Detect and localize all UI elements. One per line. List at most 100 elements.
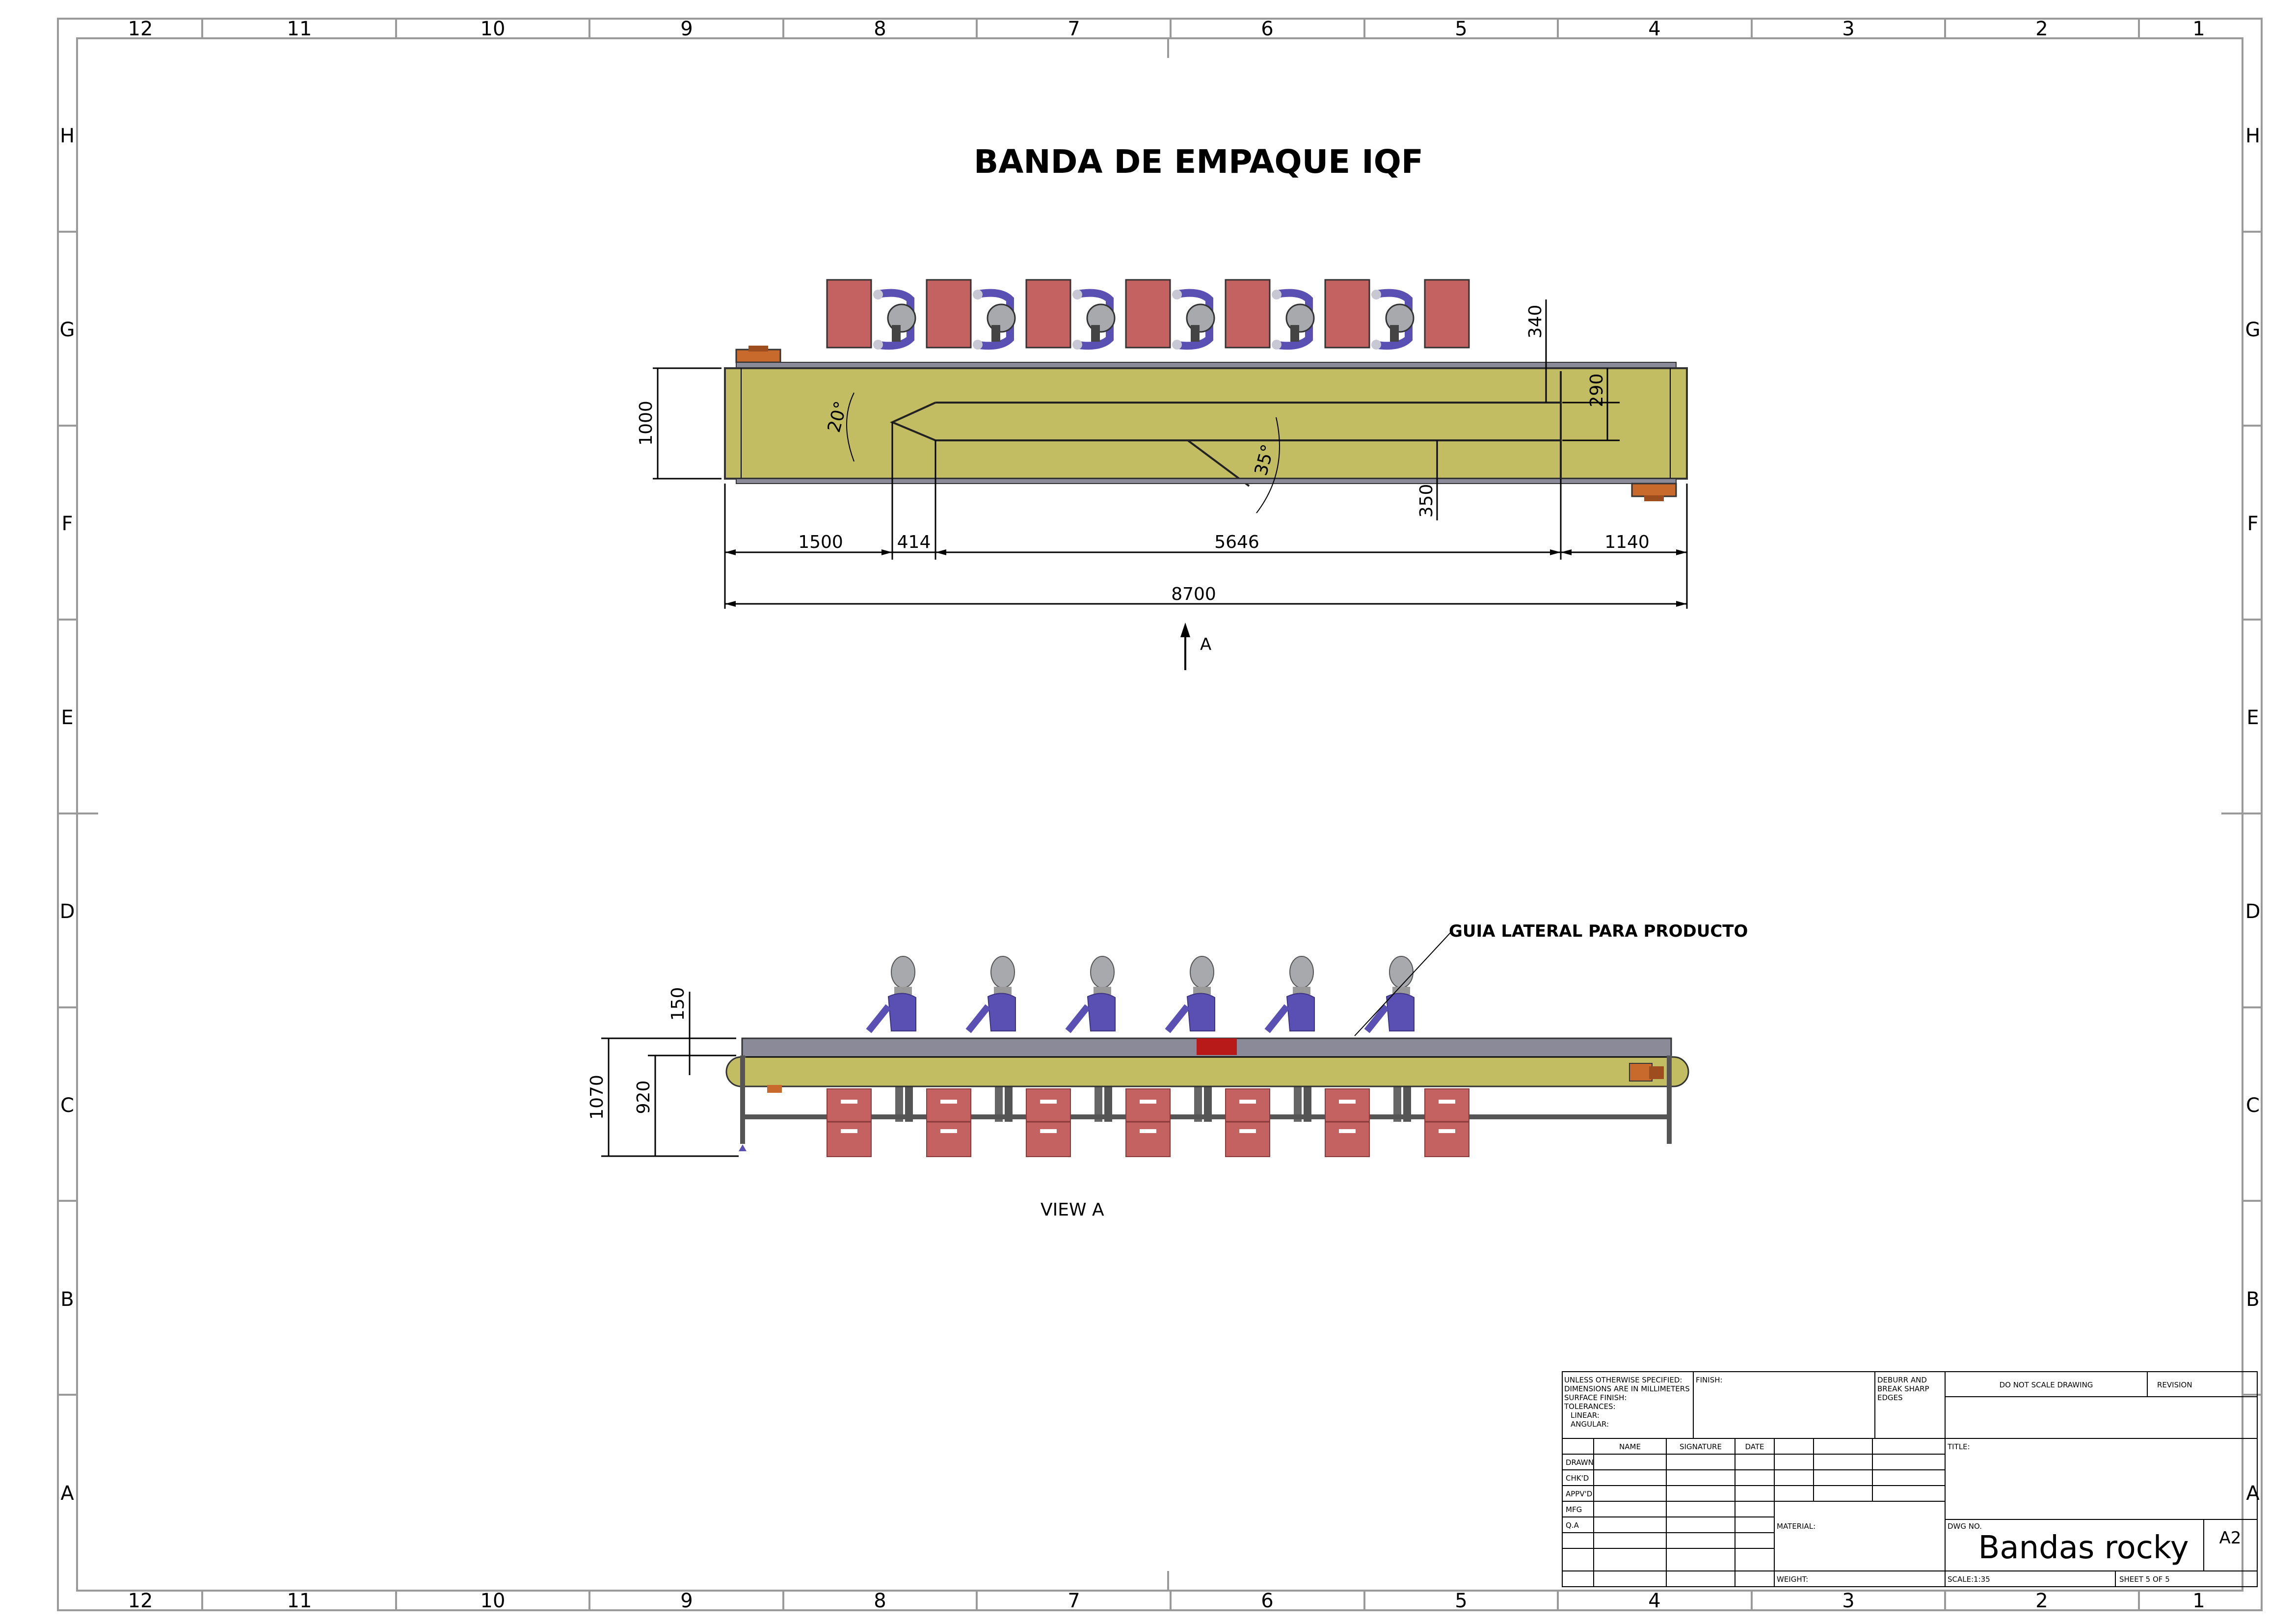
row-label: B: [60, 1288, 74, 1311]
tb-note: UNLESS OTHERWISE SPECIFIED:: [1564, 1376, 1682, 1384]
dim-seg-2: 414: [897, 532, 931, 552]
column-label: 3: [1842, 1590, 1854, 1612]
worker-side: [1264, 956, 1315, 1122]
tb-size: A2: [2219, 1528, 2242, 1548]
column-label: 7: [1068, 18, 1080, 40]
callout-side-guide: GUIA LATERAL PARA PRODUCTO: [1449, 921, 1748, 941]
row-label: A: [2246, 1482, 2260, 1505]
tb-note: LINEAR:: [1571, 1411, 1600, 1420]
tb-deburr: DEBURR AND: [1877, 1376, 1927, 1384]
tb-row: Q.A: [1566, 1521, 1579, 1530]
row-label: G: [2245, 319, 2261, 341]
column-label: 11: [287, 18, 312, 40]
dim-seg-3: 5646: [1214, 532, 1259, 552]
view-arrow: [1180, 623, 1190, 670]
dim-gap-top: 340: [1525, 305, 1546, 339]
tb-header: NAME: [1619, 1442, 1641, 1451]
box: [1424, 279, 1470, 349]
tb-do-not-scale: DO NOT SCALE DRAWING: [2000, 1380, 2093, 1389]
column-label: 4: [1648, 18, 1660, 40]
column-label: 5: [1455, 1590, 1467, 1612]
column-label: 11: [287, 1590, 312, 1612]
tb-sheet: SHEET 5 OF 5: [2119, 1575, 2170, 1584]
discharge-point: [1197, 1038, 1237, 1055]
tb-row: CHK'D: [1566, 1474, 1589, 1483]
row-label: D: [2245, 900, 2261, 923]
column-label: 4: [1648, 1590, 1660, 1612]
tb-note: SURFACE FINISH:: [1564, 1393, 1627, 1402]
row-label: G: [60, 319, 75, 341]
tb-deburr: EDGES: [1877, 1393, 1903, 1402]
box: [1025, 279, 1071, 349]
tb-title-label: TITLE:: [1947, 1442, 1970, 1451]
tb-finish: FINISH:: [1696, 1376, 1723, 1384]
motor: [735, 346, 781, 363]
worker-top: [1072, 289, 1116, 350]
tb-revision: REVISION: [2157, 1380, 2192, 1389]
column-label: 1: [2192, 1590, 2205, 1612]
tb-dwg-no: Bandas rocky: [1978, 1530, 2189, 1566]
column-label: 7: [1068, 1590, 1080, 1612]
tb-material: MATERIAL:: [1777, 1522, 1815, 1531]
conveyor-belt-side: [725, 1056, 1689, 1087]
drawing-title: BANDA DE EMPAQUE IQF: [974, 143, 1423, 181]
row-label: C: [60, 1094, 74, 1117]
tb-deburr: BREAK SHARP: [1877, 1384, 1929, 1393]
box: [826, 279, 872, 349]
conveyor-belt: [724, 367, 1688, 480]
column-label: 2: [2035, 1590, 2048, 1612]
box: [1125, 1088, 1171, 1157]
row-label: H: [60, 125, 75, 147]
dim-seg-4: 1140: [1604, 532, 1650, 552]
tb-dwg-no-label: DWG NO.: [1948, 1522, 1982, 1531]
dim-width: 1000: [636, 401, 656, 446]
worker-side: [1065, 956, 1116, 1122]
tb-note: DIMENSIONS ARE IN MILLIMETERS: [1564, 1384, 1690, 1393]
row-label: C: [2246, 1094, 2260, 1117]
dim-gap-right: 290: [1587, 374, 1607, 407]
column-label: 1: [2192, 18, 2205, 40]
row-label: H: [2245, 125, 2260, 147]
view-label: VIEW A: [1041, 1200, 1104, 1220]
motor: [1631, 483, 1677, 501]
worker-top: [973, 289, 1016, 350]
box: [1125, 279, 1171, 349]
side-view: 1070 920 150 GUIA LATERAL PARA PRODUCTO …: [587, 921, 1748, 1220]
dim-seg-1: 1500: [798, 532, 843, 552]
top-view: 1000 340 290 350 20° 35°: [636, 279, 1688, 670]
column-label: 2: [2035, 18, 2048, 40]
tb-header: DATE: [1745, 1442, 1764, 1451]
dim-overall-length: 8700: [1171, 584, 1216, 604]
box: [926, 279, 972, 349]
row-label: F: [61, 513, 73, 535]
dim-overall-height: 1070: [587, 1075, 607, 1120]
tb-note: ANGULAR:: [1571, 1420, 1609, 1429]
box: [1325, 1088, 1370, 1157]
column-label: 9: [680, 1590, 693, 1612]
view-arrow-label: A: [1200, 635, 1211, 654]
box: [827, 1088, 872, 1157]
column-label: 12: [128, 1590, 153, 1612]
tb-note: TOLERANCES:: [1564, 1402, 1616, 1411]
dim-belt-height: 920: [634, 1081, 654, 1114]
box: [926, 1088, 971, 1157]
column-label: 8: [874, 1590, 886, 1612]
title-block: UNLESS OTHERWISE SPECIFIED: DIMENSIONS A…: [1562, 1371, 2258, 1587]
worker-top: [1272, 289, 1315, 350]
column-label: 5: [1455, 18, 1467, 40]
row-label: F: [2247, 513, 2258, 535]
column-label: 10: [481, 18, 506, 40]
column-label: 6: [1261, 1590, 1273, 1612]
row-label: E: [2246, 706, 2259, 729]
column-label: 9: [680, 18, 693, 40]
worker-top: [873, 289, 916, 350]
box: [1225, 279, 1271, 349]
worker-top: [1172, 289, 1215, 350]
dim-guide-height: 150: [668, 987, 688, 1021]
row-label: B: [2246, 1288, 2259, 1311]
tb-row: MFG: [1566, 1505, 1582, 1514]
column-label: 12: [128, 18, 153, 40]
row-label: E: [61, 706, 73, 729]
tb-scale: SCALE:1:35: [1948, 1575, 1990, 1584]
